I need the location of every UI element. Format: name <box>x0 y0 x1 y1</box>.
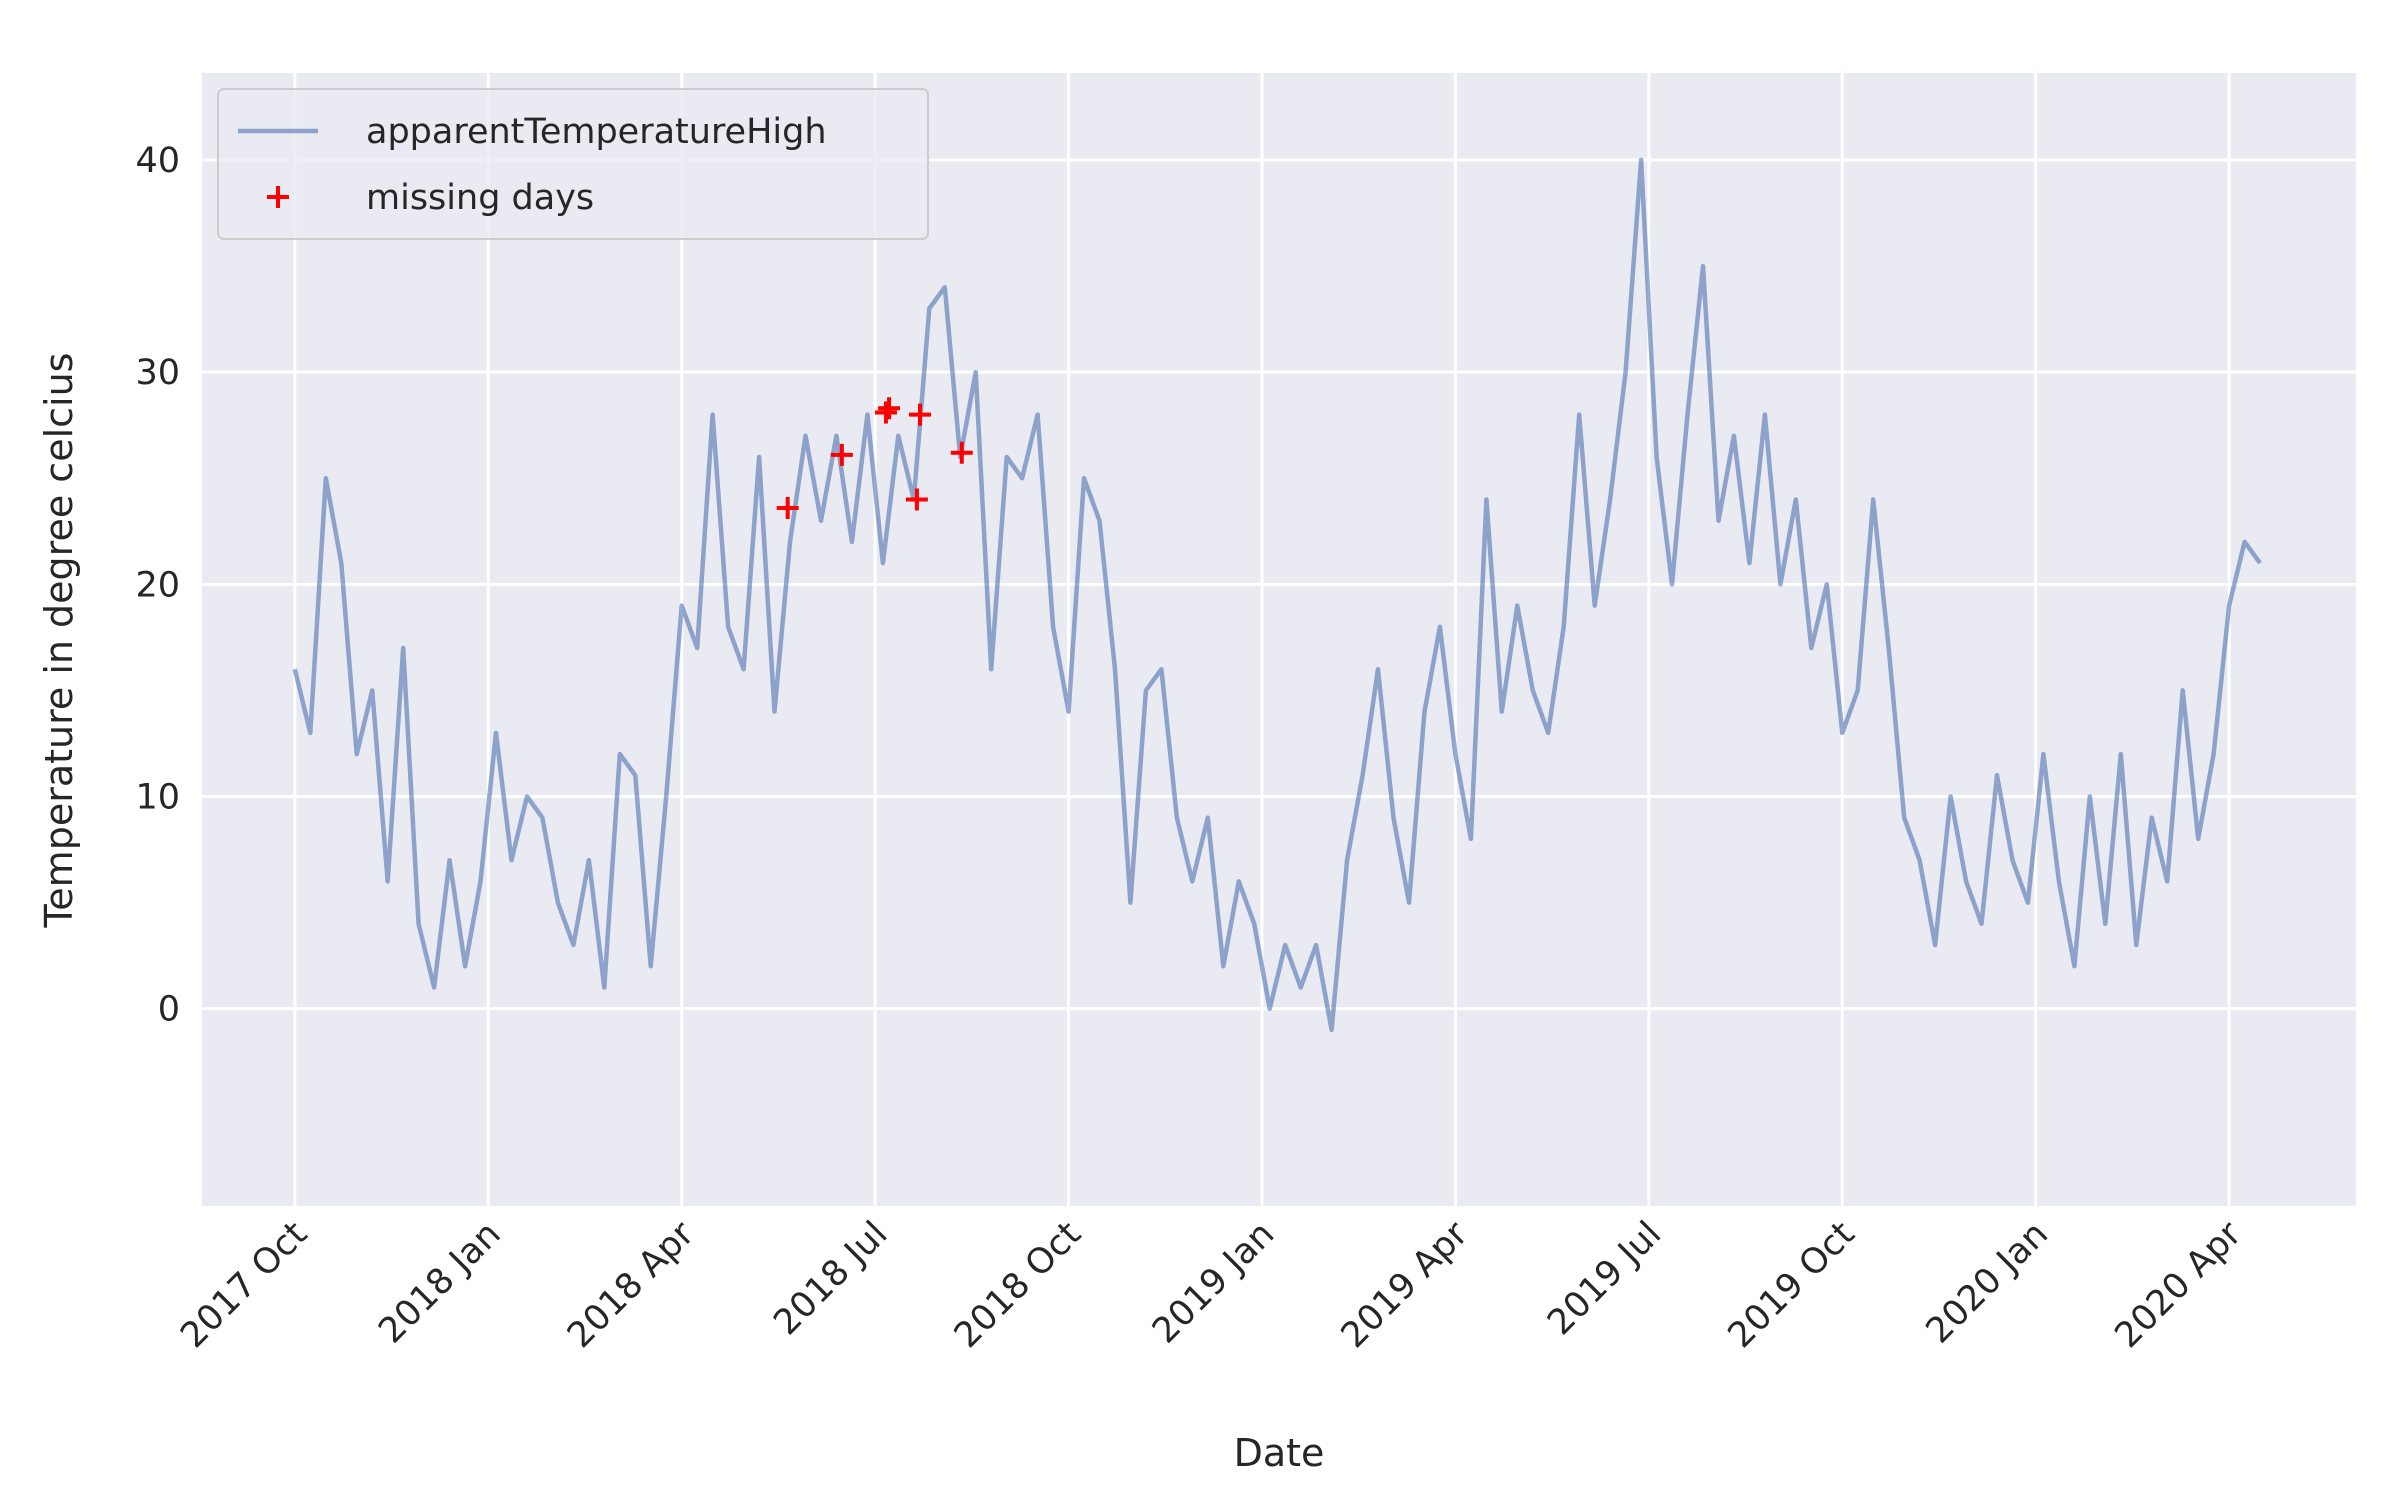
x-tick-label: 2019 Jul <box>1540 1214 1669 1343</box>
y-tick-label: 20 <box>135 565 180 605</box>
legend-swatch <box>267 186 289 208</box>
legend-label: missing days <box>366 178 594 218</box>
x-tick-label: 2020 Apr <box>2108 1214 2250 1356</box>
data-line <box>292 157 2262 1033</box>
marks <box>292 157 2262 1033</box>
x-tick-label: 2019 Oct <box>1721 1214 1863 1356</box>
x-axis-label: Date <box>1234 1431 1325 1475</box>
legend-label: apparentTemperatureHigh <box>366 112 827 152</box>
x-tick-label: 2019 Jan <box>1145 1214 1282 1351</box>
x-tick-label: 2018 Jul <box>766 1214 895 1343</box>
plot-area <box>202 73 2356 1206</box>
y-tick-label: 30 <box>135 353 180 393</box>
missing-marker <box>776 496 799 519</box>
missing-marker <box>874 401 897 424</box>
x-tick-label: 2017 Oct <box>173 1214 315 1356</box>
y-axis-label: Temperature in degree celcius <box>37 353 81 929</box>
legend-box <box>217 88 929 240</box>
y-tick-label: 0 <box>158 990 180 1030</box>
missing-marker <box>830 443 853 466</box>
x-tick-label: 2018 Oct <box>947 1214 1089 1356</box>
x-tick-label: 2018 Jan <box>371 1214 508 1351</box>
missing-marker <box>909 403 931 426</box>
y-tick-label: 40 <box>135 141 180 181</box>
y-tick-label: 10 <box>135 778 180 818</box>
x-tick-label: 2019 Apr <box>1334 1214 1476 1356</box>
missing-marker <box>950 441 973 464</box>
grid <box>202 73 2356 1206</box>
missing-marker <box>878 397 901 420</box>
x-tick-label: 2020 Jan <box>1919 1214 2056 1351</box>
legend: apparentTemperatureHigh missing days <box>217 88 929 240</box>
x-tick-label: 2018 Apr <box>560 1214 702 1356</box>
missing-marker <box>905 488 928 511</box>
